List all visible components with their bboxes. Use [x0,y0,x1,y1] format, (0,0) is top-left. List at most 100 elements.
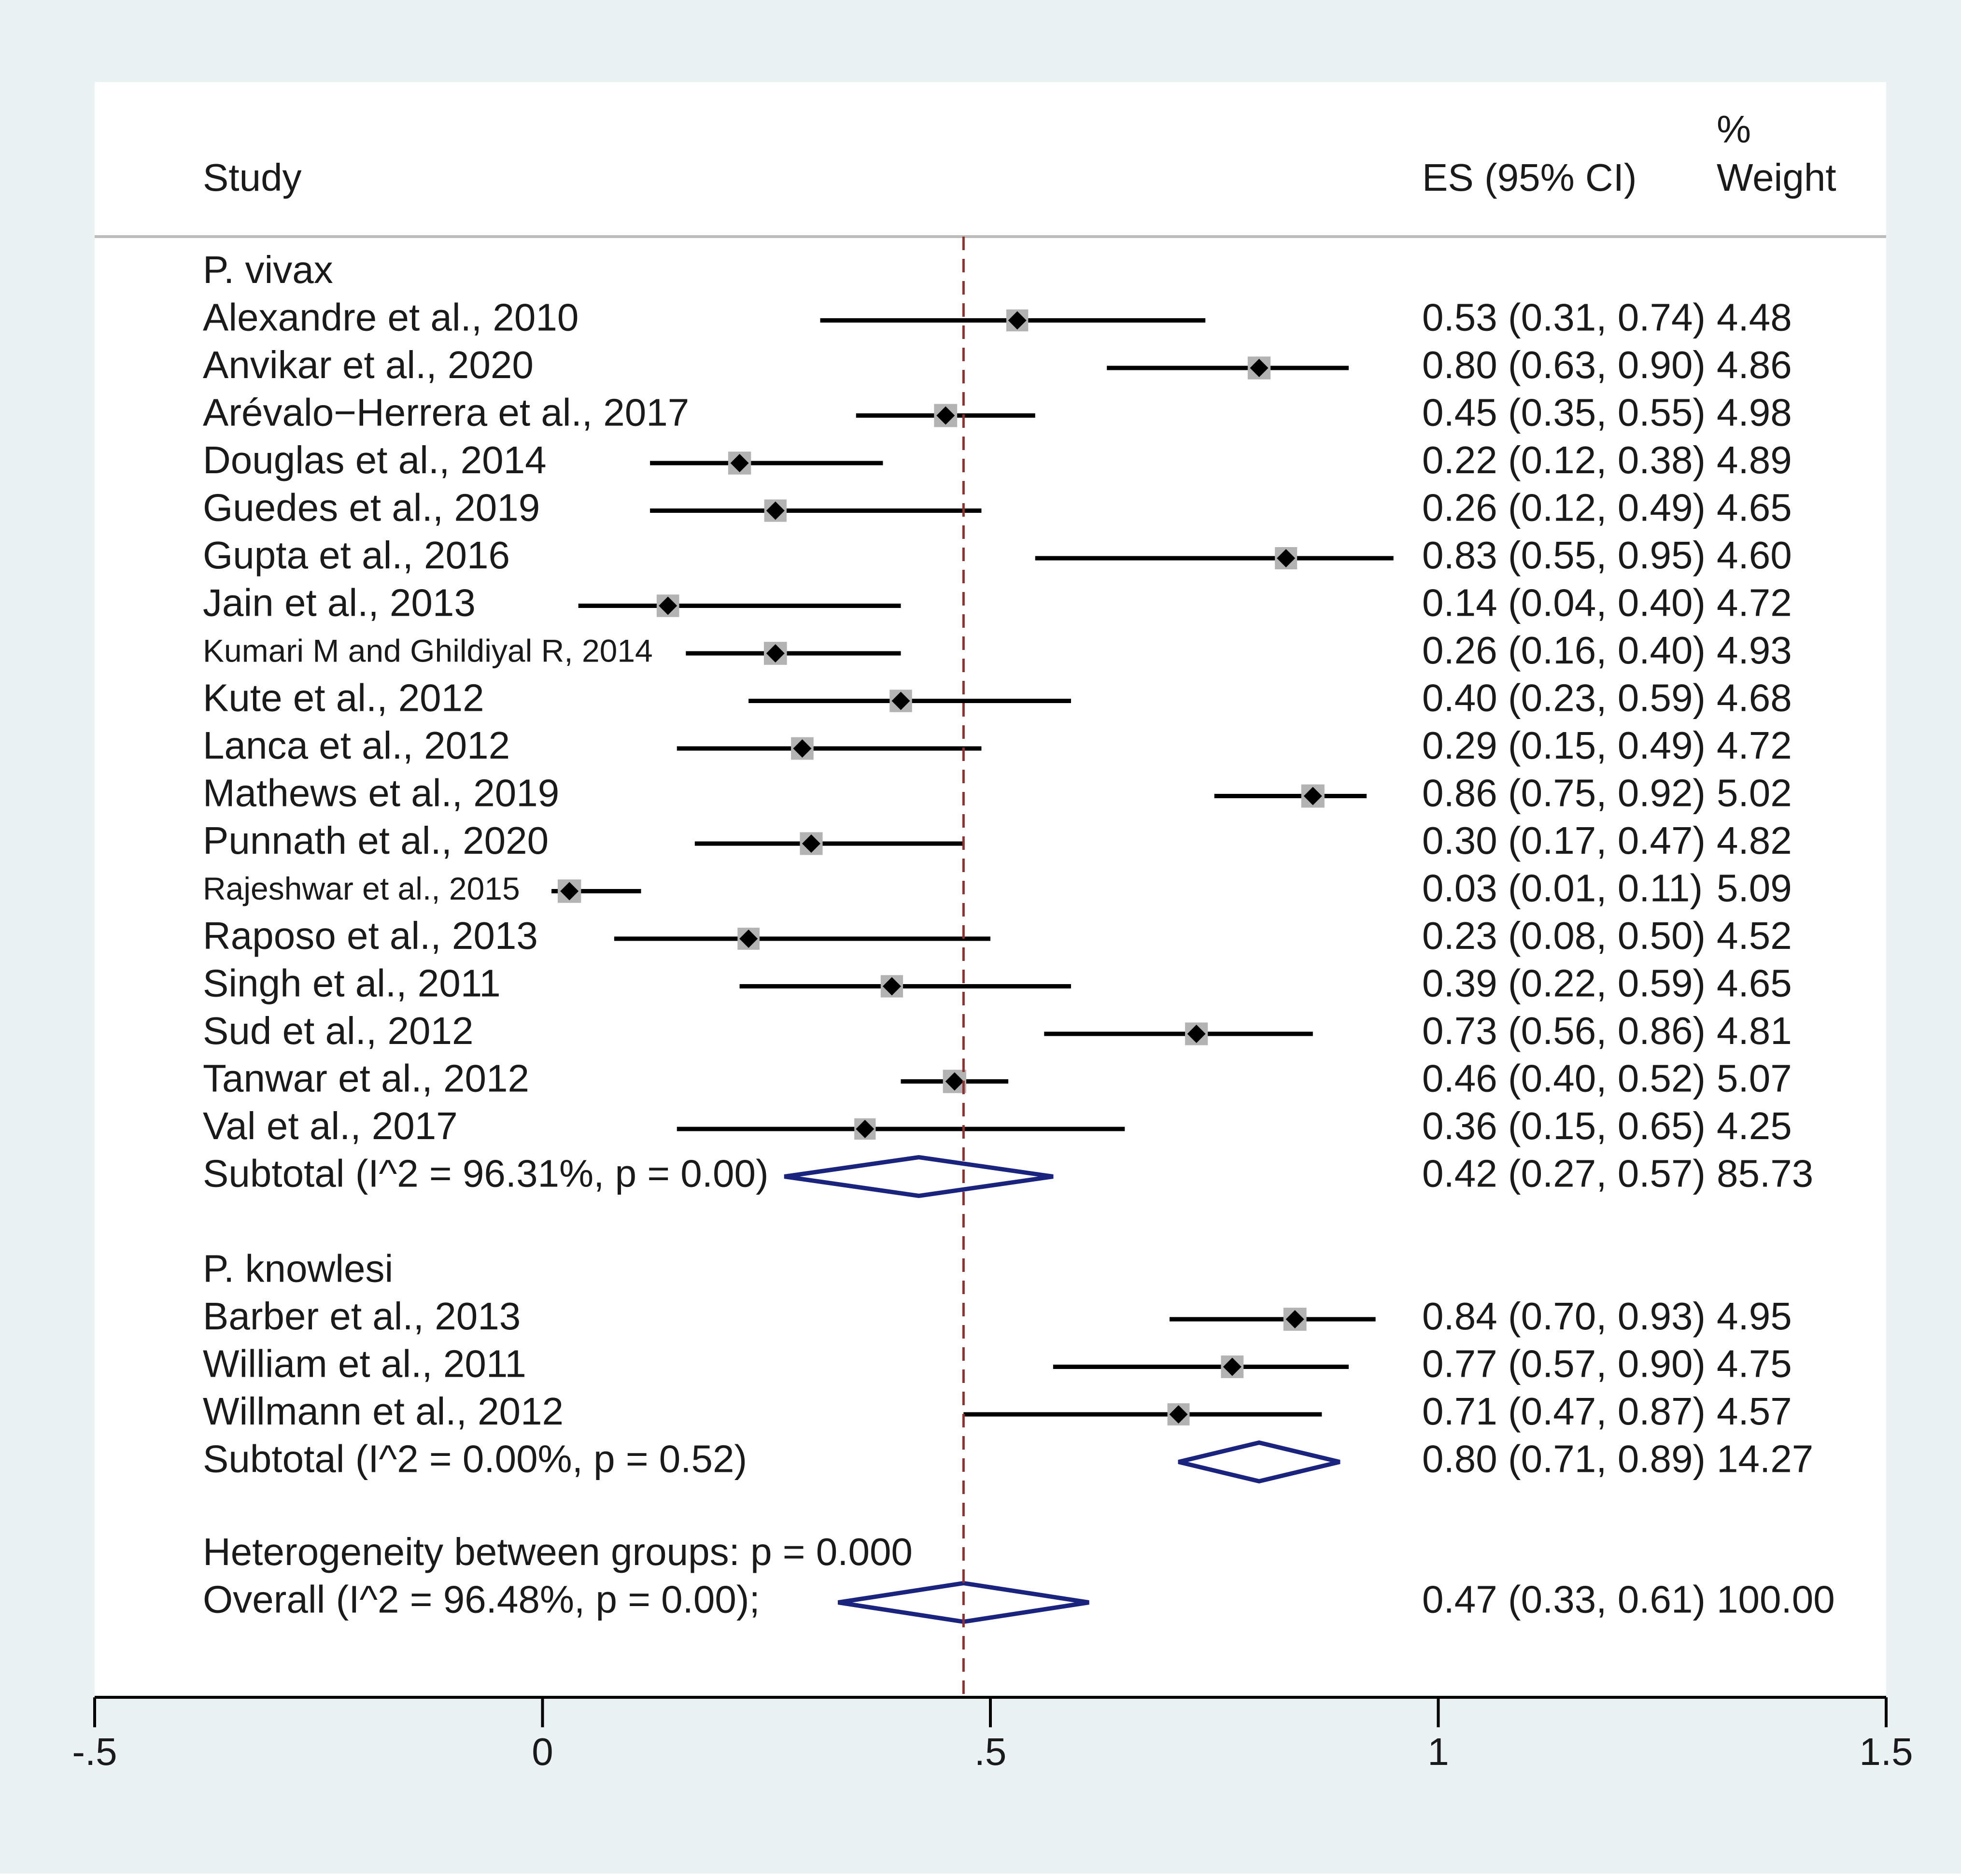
study-label: Gupta et al., 2016 [203,534,510,577]
study-row: Jain et al., 2013 0.14 (0.04, 0.40) 4.72 [203,581,1792,624]
study-row: Val et al., 2017 0.36 (0.15, 0.65) 4.25 [203,1104,1792,1147]
study-row: Tanwar et al., 2012 0.46 (0.40, 0.52) 5.07 [203,1057,1792,1100]
study-row: Lanca et al., 2012 0.29 (0.15, 0.49) 4.72 [203,724,1792,767]
study-weight: 4.68 [1717,677,1792,719]
study-weight: 5.02 [1717,772,1792,815]
x-axis: -.5 0 .5 1 1.5 [72,1696,1913,1773]
study-weight: 4.25 [1717,1104,1792,1147]
study-label: Rajeshwar et al., 2015 [203,871,520,906]
point-estimate [739,930,758,948]
study-weight: 4.60 [1717,534,1792,577]
subtotal: Subtotal (I^2 = 96.31%, p = 0.00) 0.42 (0… [203,1152,1813,1199]
x-tick-label: 1.5 [1859,1730,1913,1773]
study-weight: 4.52 [1717,914,1792,957]
study-label: William et al., 2011 [203,1342,526,1385]
subtotal-label: Subtotal (I^2 = 0.00%, p = 0.52) [203,1438,747,1481]
group-heading: P. vivax [203,248,333,291]
point-estimate [882,977,901,996]
study-es-ci: 0.86 (0.75, 0.92) [1422,772,1706,815]
overall-es-ci: 0.47 (0.33, 0.61) [1422,1578,1706,1621]
study-weight: 4.81 [1717,1009,1792,1052]
point-estimate [766,501,785,520]
study-label: Tanwar et al., 2012 [203,1057,529,1100]
study-es-ci: 0.77 (0.57, 0.90) [1422,1342,1706,1385]
study-label: Alexandre et al., 2010 [203,296,578,339]
study-row: William et al., 2011 0.77 (0.57, 0.90) 4.7… [203,1342,1792,1385]
study-row: Sud et al., 2012 0.73 (0.56, 0.86) 4.81 [203,1009,1792,1052]
overall-weight: 100.00 [1717,1578,1835,1621]
x-tick-label: 1 [1427,1730,1449,1773]
subtotal-diamond [784,1155,1054,1199]
study-row: Douglas et al., 2014 0.22 (0.12, 0.38) 4.8… [203,438,1792,481]
study-weight: 4.65 [1717,486,1792,529]
study-row: Alexandre et al., 2010 0.53 (0.31, 0.74) 4… [203,296,1792,339]
study-weight: 5.07 [1717,1057,1792,1100]
study-label: Raposo et al., 2013 [203,914,538,957]
study-es-ci: 0.36 (0.15, 0.65) [1422,1104,1706,1147]
point-estimate [793,739,812,758]
point-estimate [1250,359,1269,377]
subtotal-label: Subtotal (I^2 = 96.31%, p = 0.00) [203,1152,769,1195]
study-label: Lanca et al., 2012 [203,724,510,767]
point-estimate [560,882,579,901]
study-label: Singh et al., 2011 [203,962,501,1005]
study-weight: 5.09 [1717,867,1792,910]
study-es-ci: 0.29 (0.15, 0.49) [1422,724,1706,767]
point-estimate [1303,787,1322,805]
overall-diamond [837,1580,1089,1624]
point-estimate [1187,1025,1206,1043]
study-es-ci: 0.03 (0.01, 0.11) [1422,867,1703,910]
overall: Overall (I^2 = 96.48%, p = 0.00); 0.47 (0… [203,1578,1835,1624]
subtotal-weight: 14.27 [1717,1438,1813,1481]
study-weight: 4.98 [1717,391,1792,434]
point-estimate [1169,1405,1188,1424]
study-row: Singh et al., 2011 0.39 (0.22, 0.59) 4.65 [203,962,1792,1005]
study-label: Arévalo−Herrera et al., 2017 [203,391,689,434]
study-label: Guedes et al., 2019 [203,486,540,529]
study-weight: 4.65 [1717,962,1792,1005]
group-heading: P. knowlesi [203,1247,393,1290]
study-row: Raposo et al., 2013 0.23 (0.08, 0.50) 4.52 [203,914,1792,957]
study-es-ci: 0.23 (0.08, 0.50) [1422,914,1706,957]
x-tick-label: 0 [532,1730,553,1773]
point-estimate [730,454,749,472]
heterogeneity-text: Heterogeneity between groups: p = 0.000 [203,1530,913,1573]
point-estimate [1223,1357,1241,1376]
study-label: Kute et al., 2012 [203,677,484,719]
header-es: ES (95% CI) [1422,156,1637,199]
study-weight: 4.89 [1717,438,1792,481]
study-label: Sud et al., 2012 [203,1009,473,1052]
study-label: Anvikar et al., 2020 [203,343,534,386]
study-label: Barber et al., 2013 [203,1295,521,1338]
study-es-ci: 0.53 (0.31, 0.74) [1422,296,1706,339]
header-weight-percent: % [1717,108,1751,151]
study-weight: 4.57 [1717,1390,1792,1433]
study-weight: 4.93 [1717,629,1792,672]
study-es-ci: 0.71 (0.47, 0.87) [1422,1390,1706,1433]
point-estimate [891,691,910,710]
study-rows: P. vivax Alexandre et al., 2010 0.53 (0.31… [203,248,1835,1624]
subtotal-es-ci: 0.42 (0.27, 0.57) [1422,1152,1706,1195]
study-row: Arévalo−Herrera et al., 2017 0.45 (0.35, … [203,391,1792,434]
point-estimate [945,1072,964,1091]
study-es-ci: 0.14 (0.04, 0.40) [1422,581,1706,624]
point-estimate [1008,311,1027,330]
study-weight: 4.95 [1717,1295,1792,1338]
study-es-ci: 0.46 (0.40, 0.52) [1422,1057,1706,1100]
subtotal-diamond [1178,1440,1340,1484]
study-weight: 4.72 [1717,581,1792,624]
study-label: Punnath et al., 2020 [203,819,549,862]
subtotal-es-ci: 0.80 (0.71, 0.89) [1422,1438,1706,1481]
study-es-ci: 0.45 (0.35, 0.55) [1422,391,1706,434]
header-weight: Weight [1717,156,1836,199]
point-estimate [659,596,677,615]
study-es-ci: 0.80 (0.63, 0.90) [1422,343,1706,386]
study-weight: 4.72 [1717,724,1792,767]
x-tick-label: -.5 [72,1730,117,1773]
study-row: Punnath et al., 2020 0.30 (0.17, 0.47) 4.8… [203,819,1792,862]
study-label: Kumari M and Ghildiyal R, 2014 [203,633,653,668]
study-label: Douglas et al., 2014 [203,438,547,481]
study-label: Val et al., 2017 [203,1104,458,1147]
study-row: Mathews et al., 2019 0.86 (0.75, 0.92) 5.0… [203,772,1792,815]
